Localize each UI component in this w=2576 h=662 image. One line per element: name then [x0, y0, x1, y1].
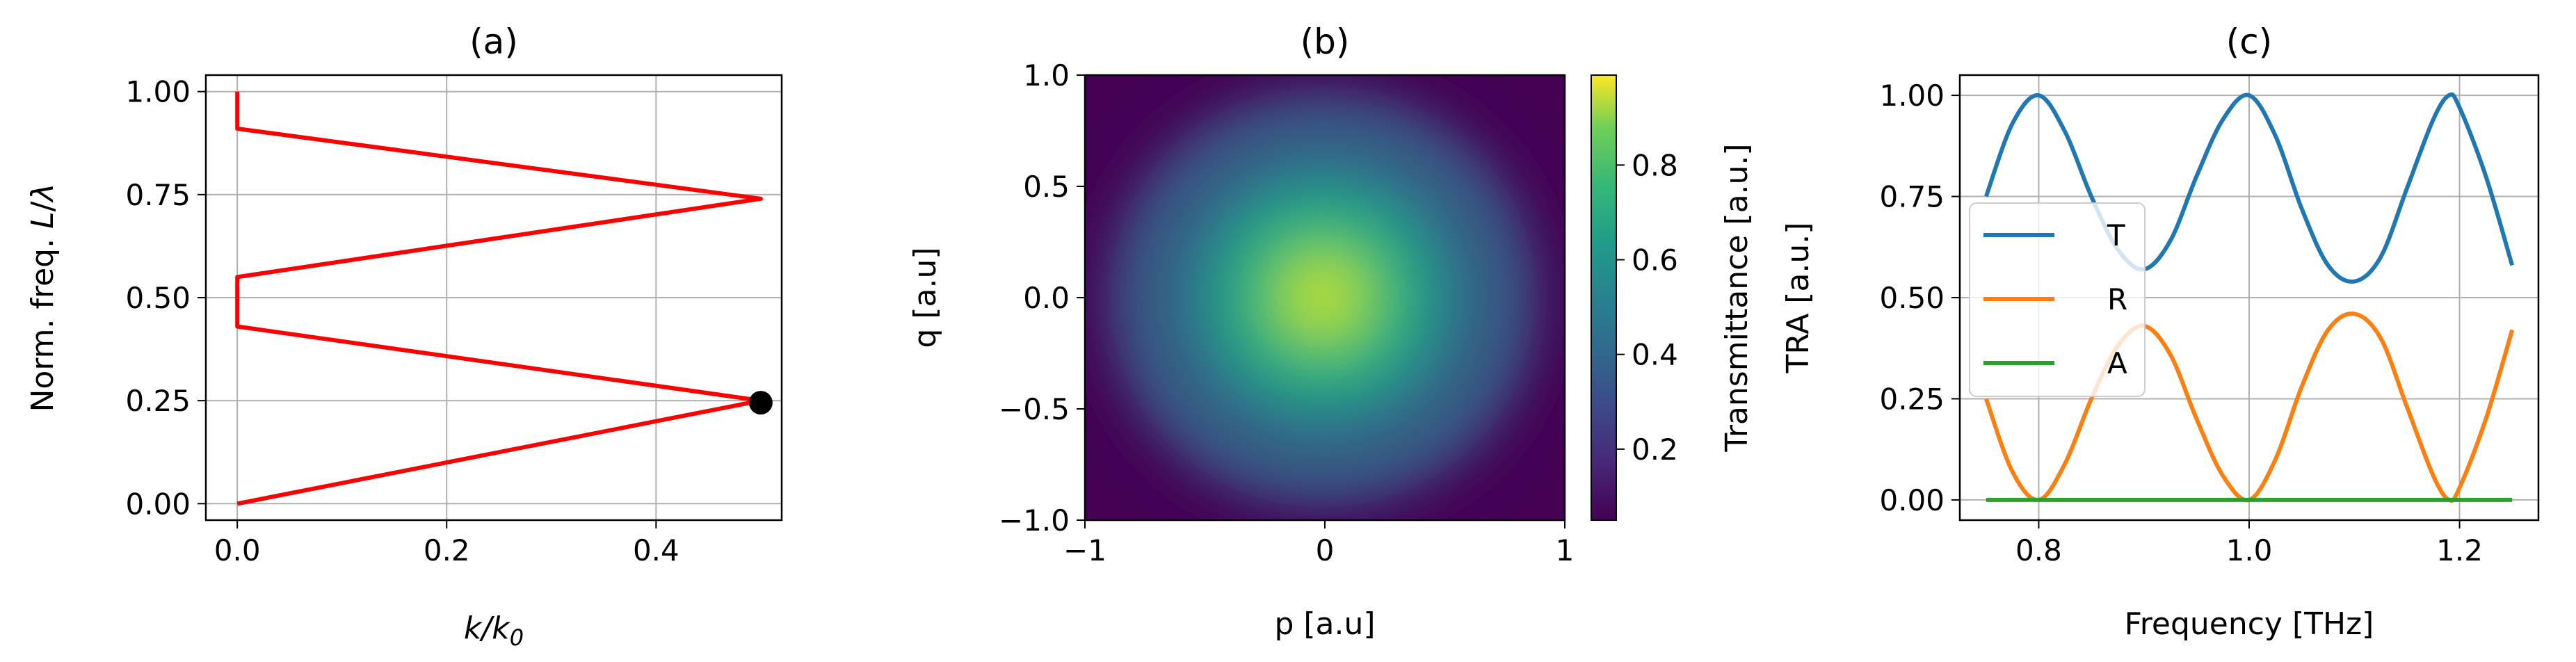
y-tick-label: 0.0: [1023, 281, 1070, 315]
panel-c-x-ticks: 0.8 1.0 1.2: [2015, 520, 2483, 567]
panel-a-y-ticks: 0.00 0.25 0.50 0.75 1.00: [125, 75, 206, 521]
x-tick-label: 1.0: [2226, 533, 2273, 567]
y-tick-label: −1.0: [999, 503, 1070, 538]
panel-b-heatmap: −1 0 1 −1.0 −0.5 0.0 0.5 1.0 (b) p [a.u] q [a.…: [908, 22, 1755, 642]
y-tick-label: −0.5: [999, 392, 1070, 426]
colorbar-label: Transmittance [a.u.]: [1719, 143, 1755, 452]
panel-c-y-ticks: 0.00 0.25 0.50 0.75 1.00: [1879, 79, 1960, 517]
panel-b-y-label: q [a.u]: [908, 247, 943, 348]
panel-a-title: (a): [469, 22, 518, 62]
y-tick-label: 0.75: [1879, 180, 1945, 214]
x-tick-label: 0.0: [214, 533, 261, 567]
panel-b-title: (b): [1301, 22, 1350, 62]
legend-label-A: A: [2107, 346, 2127, 380]
panel-c-title: (c): [2226, 22, 2273, 62]
y-tick-label: 0.00: [1879, 483, 1945, 517]
y-tick-label: 0.50: [125, 281, 191, 315]
panel-c-y-label: TRA [a.u.]: [1780, 223, 1816, 374]
x-tick-label: 1: [1556, 533, 1575, 567]
colorbar-tick-label: 0.6: [1632, 243, 1678, 277]
colorbar-tick-label: 0.4: [1632, 338, 1678, 372]
y-tick-label: 0.5: [1023, 170, 1070, 204]
y-tick-label: 0.75: [125, 178, 191, 212]
panel-a-x-label: k/k0: [464, 611, 524, 651]
legend-label-R: R: [2107, 282, 2127, 316]
series-line-T: [1983, 92, 2515, 284]
y-tick-label: 1.0: [1023, 58, 1070, 92]
y-tick-label: 1.00: [1879, 79, 1945, 113]
panel-c-tra: 0.8 1.0 1.2 0.00 0.25 0.50 0.75 1.00 (c) Frequ…: [1780, 22, 2540, 642]
colorbar: [1591, 74, 1617, 521]
panel-a-grid: [206, 75, 782, 520]
x-tick-label: −1: [1063, 533, 1106, 567]
y-tick-label: 0.25: [1879, 382, 1945, 416]
x-tick-label: 1.2: [2436, 533, 2483, 567]
heatmap-core: [1142, 119, 1504, 474]
panel-a-x-ticks: 0.0 0.2 0.4: [214, 520, 679, 567]
y-tick-label: 0.50: [1879, 281, 1945, 315]
panel-a-markers: [748, 391, 773, 415]
panel-b-y-ticks: −1.0 −0.5 0.0 0.5 1.0: [999, 58, 1085, 538]
x-tick-label: 0.8: [2015, 533, 2062, 567]
panel-a-dispersion: 0.0 0.2 0.4 0.000.250.500.751.00 (a) k/k0 …: [25, 22, 783, 651]
panel-c-lines: [1983, 92, 2515, 503]
y-tick-label: 1.00: [125, 75, 191, 109]
y-tick-label: 0.00: [125, 487, 191, 521]
series-line-R: [1983, 312, 2515, 503]
legend-box: [1969, 202, 2146, 397]
panel-b-x-label: p [a.u]: [1274, 606, 1375, 642]
x-tick-label: 0: [1316, 533, 1335, 567]
panel-c-x-label: Frequency [THz]: [2125, 606, 2374, 642]
y-tick-label: 0.25: [125, 384, 191, 418]
colorbar-tick-label: 0.2: [1632, 433, 1678, 467]
colorbar-tick-label: 0.8: [1632, 148, 1678, 182]
legend-label-T: T: [2107, 218, 2125, 252]
band-edge-marker: [748, 391, 773, 415]
panel-a-y-label: Norm. freq. L/λ: [25, 184, 61, 412]
panel-b-x-ticks: −1 0 1: [1063, 520, 1574, 567]
x-tick-label: 0.4: [633, 533, 679, 567]
panel-c-legend: TRA: [1969, 202, 2146, 397]
colorbar-ticks: 0.2 0.4 0.6 0.8: [1616, 148, 1678, 467]
x-tick-label: 0.2: [424, 533, 470, 567]
